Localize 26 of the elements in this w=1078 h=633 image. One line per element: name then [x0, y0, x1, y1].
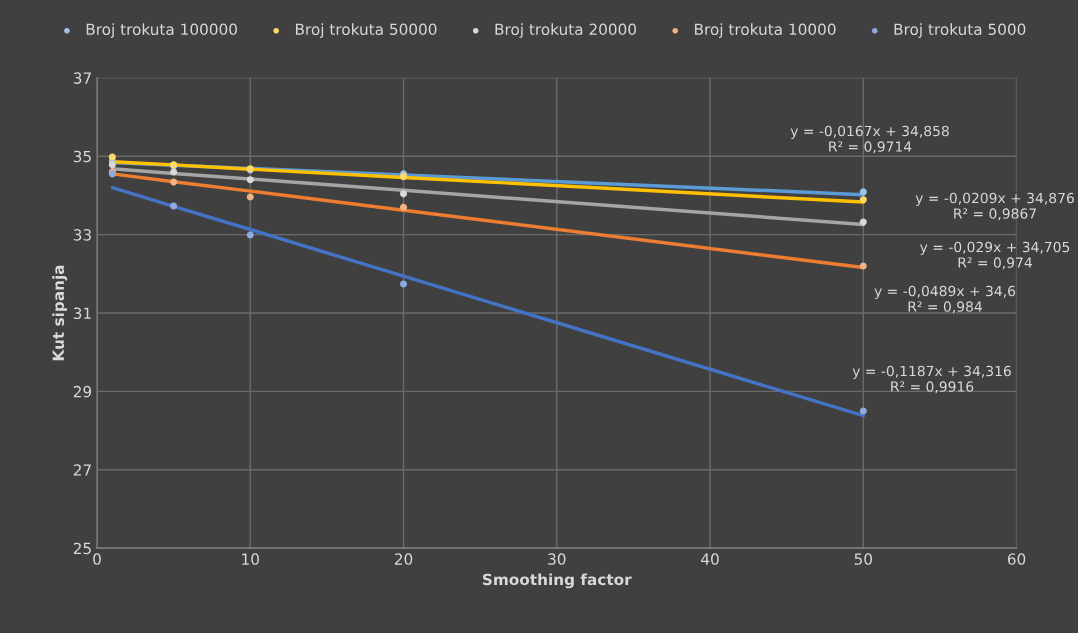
x-tick-label: 40 — [701, 553, 719, 565]
y-axis-title: Kut sipanja — [52, 265, 68, 361]
legend-label: Broj trokuta 10000 — [695, 23, 836, 39]
annotation: y = -0,0209x + 34,876 R² = 0,9867 — [915, 192, 1074, 221]
legend-label: Broj trokuta 20000 — [495, 23, 637, 39]
y-tick-label: 35 — [73, 150, 91, 163]
y-tick-label: 37 — [73, 72, 91, 84]
x-tick-label: 50 — [854, 553, 872, 565]
x-tick-label: 60 — [1007, 553, 1026, 565]
annotation: y = -0,029x + 34,705 R² = 0,974 — [920, 241, 1070, 270]
y-tick-label: 25 — [73, 542, 91, 555]
annotation: y = -0,1187x + 34,316 R² = 0,9916 — [852, 365, 1011, 394]
y-tick-label: 33 — [73, 229, 91, 241]
annotation: y = -0,0489x + 34,6 R² = 0,984 — [874, 285, 1016, 314]
y-tick-label: 27 — [73, 464, 91, 476]
legend-label: Broj trokuta 5000 — [894, 23, 1026, 39]
legend-label: Broj trokuta 50000 — [295, 23, 437, 39]
annotation: y = -0,0167x + 34,858 R² = 0,9714 — [790, 125, 949, 154]
x-tick-label: 10 — [242, 553, 259, 565]
x-tick-label: 0 — [93, 553, 101, 565]
y-tick-label: 31 — [73, 307, 91, 320]
y-tick-label: 29 — [73, 385, 92, 398]
x-tick-label: 20 — [394, 553, 413, 565]
x-axis-title: Smoothing factor — [482, 573, 632, 589]
x-tick-label: 30 — [548, 553, 566, 565]
legend-label: Broj trokuta 100000 — [86, 23, 237, 39]
